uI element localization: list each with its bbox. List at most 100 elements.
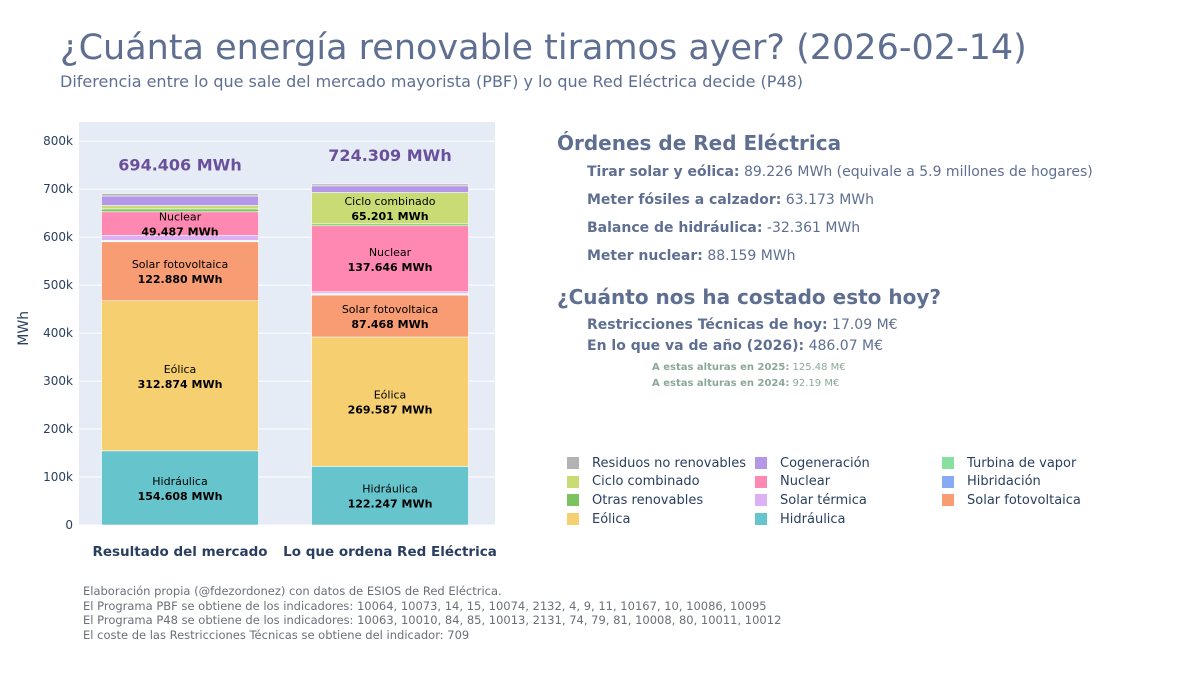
legend-label: Hibridación xyxy=(967,474,1041,490)
cost-label: En lo que va de año (2026): xyxy=(587,338,805,354)
legend-item[interactable]: Ciclo combinado xyxy=(567,473,700,491)
legend-swatch xyxy=(567,475,579,488)
order-fossil: Meter fósiles a calzador: 63.173 MWh xyxy=(587,192,874,208)
bar-segment xyxy=(311,336,469,467)
order-label: Tirar solar y eólica: xyxy=(587,164,740,180)
bar-segment xyxy=(311,225,469,293)
segment-value-label: 87.468 MWh xyxy=(351,318,428,331)
segment-name-label: Eólica xyxy=(164,363,197,376)
cost-today: Restricciones Técnicas de hoy: 17.09 M€ xyxy=(587,317,898,333)
history-value: 125.48 M€ xyxy=(789,362,846,373)
legend-swatch xyxy=(755,513,767,526)
order-value: -32.361 MWh xyxy=(762,220,861,236)
cost-value: 17.09 M€ xyxy=(827,317,898,333)
order-solar-wind: Tirar solar y eólica: 89.226 MWh (equiva… xyxy=(587,164,1093,180)
segment-name-label: Eólica xyxy=(374,389,407,402)
bar-total-label: 724.309 MWh xyxy=(328,146,451,165)
legend-swatch xyxy=(942,457,954,469)
segment-name-label: Nuclear xyxy=(159,211,202,224)
history-label: A estas alturas en 2025: xyxy=(652,362,790,373)
y-tick-label: 300k xyxy=(43,374,73,388)
bar-segment xyxy=(101,205,259,210)
footer-line: Elaboración propia (@fdezordonez) con da… xyxy=(83,584,502,598)
legend-item[interactable]: Nuclear xyxy=(755,473,830,491)
order-label: Meter fósiles a calzador: xyxy=(587,192,782,208)
x-category-label: Lo que ordena Red Eléctrica xyxy=(283,544,497,560)
legend-item[interactable]: Solar fotovoltaica xyxy=(942,491,1081,509)
bar-total-label: 694.406 MWh xyxy=(118,156,241,175)
legend-item[interactable]: Turbina de vapor xyxy=(942,454,1076,472)
page-title: ¿Cuánta energía renovable tiramos ayer? … xyxy=(60,28,1027,68)
bar-segment xyxy=(101,193,259,197)
history-value: 92.19 M€ xyxy=(789,378,840,389)
legend-swatch xyxy=(755,475,767,488)
segment-value-label: 312.874 MWh xyxy=(138,378,223,391)
segment-name-label: Solar fotovoltaica xyxy=(342,303,438,316)
segment-name-label: Hidráulica xyxy=(152,475,207,488)
legend-label: Cogeneración xyxy=(780,455,870,471)
legend-label: Solar fotovoltaica xyxy=(967,492,1081,508)
segment-value-label: 122.880 MWh xyxy=(138,273,223,286)
footer-notes: Elaboración propia (@fdezordonez) con da… xyxy=(83,584,781,642)
y-tick-label: 400k xyxy=(43,326,73,340)
y-tick-label: 700k xyxy=(43,182,73,196)
y-tick-label: 200k xyxy=(43,422,73,436)
legend-label: Nuclear xyxy=(780,474,831,490)
legend-item[interactable]: Residuos no renovables xyxy=(567,454,746,472)
legend-item[interactable]: Solar térmica xyxy=(755,491,867,509)
legend-label: Ciclo combinado xyxy=(592,474,700,490)
order-label: Meter nuclear: xyxy=(587,248,703,264)
bar-segment xyxy=(101,300,259,452)
bar-segment xyxy=(311,185,469,193)
order-nuclear: Meter nuclear: 88.159 MWh xyxy=(587,248,796,264)
legend-label: Turbina de vapor xyxy=(967,455,1077,471)
order-value: 63.173 MWh xyxy=(781,192,875,208)
legend-swatch xyxy=(942,475,954,488)
footer-line: El coste de las Restricciones Técnicas s… xyxy=(83,627,470,642)
segment-value-label: 122.247 MWh xyxy=(348,498,433,511)
page-subtitle: Diferencia entre lo que sale del mercado… xyxy=(60,72,804,91)
legend-swatch xyxy=(567,494,579,507)
order-label: Balance de hidráulica: xyxy=(587,220,763,236)
cost-label: Restricciones Técnicas de hoy: xyxy=(587,317,828,333)
footer-line: El Programa PBF se obtiene de los indica… xyxy=(83,598,767,613)
segment-value-label: 49.487 MWh xyxy=(141,226,218,239)
y-tick-label: 100k xyxy=(43,470,73,484)
legend-item[interactable]: Cogeneración xyxy=(755,454,870,472)
cost-history-2025: A estas alturas en 2025: 125.48 M€ xyxy=(652,362,846,373)
history-label: A estas alturas en 2024: xyxy=(652,378,790,389)
y-axis-label: MWh xyxy=(16,311,32,346)
legend-swatch xyxy=(755,494,767,507)
cost-title: ¿Cuánto nos ha costado esto hoy? xyxy=(557,285,941,309)
segment-name-label: Nuclear xyxy=(369,246,412,259)
y-tick-label: 500k xyxy=(43,278,73,292)
cost-year: En lo que va de año (2026): 486.07 M€ xyxy=(587,338,883,354)
legend-label: Solar térmica xyxy=(780,492,867,508)
bar-segment xyxy=(311,466,469,526)
bar-segment xyxy=(101,208,259,213)
bar-segment xyxy=(101,195,259,206)
order-value: 89.226 MWh (equivale a 5.9 millones de h… xyxy=(739,164,1093,180)
y-tick-label: 0 xyxy=(65,518,73,532)
orders-title: Órdenes de Red Eléctrica xyxy=(557,131,842,155)
segment-value-label: 269.587 MWh xyxy=(348,404,433,417)
legend-item[interactable]: Eólica xyxy=(567,510,631,528)
legend-swatch xyxy=(755,457,767,469)
legend-item[interactable]: Otras renovables xyxy=(567,491,703,509)
bar-segment xyxy=(311,294,469,338)
legend-label: Hidráulica xyxy=(780,511,846,527)
legend-label: Otras renovables xyxy=(592,492,704,508)
segment-value-label: 154.608 MWh xyxy=(138,490,223,503)
segment-name-label: Solar fotovoltaica xyxy=(132,258,228,271)
legend-label: Residuos no renovables xyxy=(592,455,747,471)
segment-name-label: Ciclo combinado xyxy=(344,195,435,208)
legend-swatch xyxy=(942,494,954,507)
legend-item[interactable]: Hidráulica xyxy=(755,510,846,528)
legend-label: Eólica xyxy=(592,511,631,527)
segment-value-label: 137.646 MWh xyxy=(348,261,433,274)
chart-legend: Residuos no renovables Cogeneración Turbin… xyxy=(567,454,1127,534)
legend-swatch xyxy=(567,513,579,526)
legend-item[interactable]: Hibridación xyxy=(942,473,1041,491)
bar-segment xyxy=(311,192,469,225)
stacked-bar-chart: 0 100k 200k 300k 400k 500k 600k 700k 800k MWh Hidr… xyxy=(16,122,497,560)
